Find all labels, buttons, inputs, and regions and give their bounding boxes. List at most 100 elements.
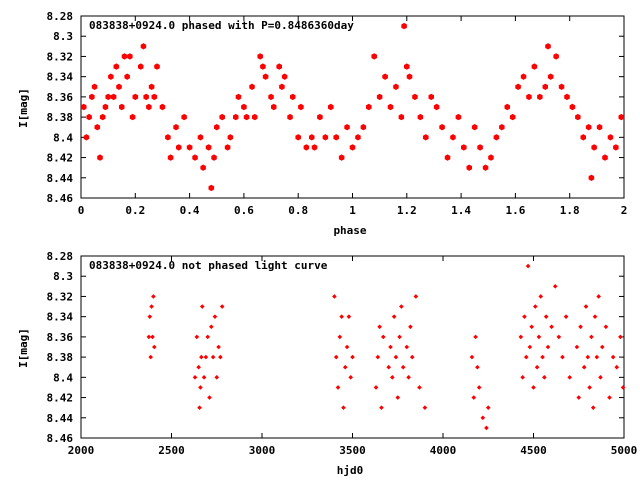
x-tick-label: 3000	[249, 444, 276, 457]
data-point	[339, 314, 344, 319]
x-tick-label: 0.2	[125, 204, 145, 217]
data-point	[181, 113, 187, 121]
data-point	[140, 43, 147, 50]
data-point	[151, 93, 158, 101]
data-point	[569, 103, 576, 111]
data-point	[147, 314, 153, 319]
data-point	[376, 93, 383, 101]
x-tick-label: 1	[349, 204, 356, 217]
data-point	[598, 375, 603, 380]
data-point	[534, 364, 540, 370]
data-point	[199, 304, 205, 309]
data-point	[216, 344, 221, 350]
data-point	[235, 93, 242, 101]
y-tick-label: 8.32	[47, 50, 74, 63]
data-point	[602, 154, 608, 161]
data-point	[214, 375, 220, 380]
data-point	[241, 103, 247, 111]
data-point	[518, 334, 524, 340]
data-point	[422, 405, 428, 410]
data-point	[423, 134, 429, 141]
unphased-plot-ylabel: I[mag]	[17, 328, 30, 368]
data-point	[200, 164, 206, 171]
data-point	[309, 134, 315, 141]
x-tick-label: 0.4	[180, 204, 200, 217]
data-point	[207, 395, 212, 400]
data-point	[373, 385, 379, 390]
data-point	[342, 364, 348, 370]
data-point	[227, 134, 234, 141]
data-point	[377, 324, 382, 330]
data-point	[80, 103, 87, 111]
y-tick-label: 8.36	[47, 331, 74, 344]
data-point	[113, 63, 120, 70]
data-point	[397, 334, 402, 340]
data-point	[482, 164, 489, 171]
data-point	[581, 364, 587, 370]
data-point	[129, 113, 136, 121]
data-point	[322, 134, 329, 141]
data-point	[281, 73, 288, 80]
data-point	[399, 304, 404, 309]
data-point	[192, 375, 198, 380]
unphased-plot-title: 083838+0924.0 not phased light curve	[89, 259, 328, 272]
data-point	[219, 304, 225, 309]
data-point	[533, 304, 538, 309]
data-point	[91, 83, 98, 90]
data-point	[165, 134, 171, 141]
data-point	[537, 93, 543, 101]
data-point	[214, 124, 220, 131]
data-point	[99, 113, 106, 121]
data-point	[94, 124, 101, 131]
data-point	[196, 364, 201, 370]
data-point	[526, 93, 532, 101]
data-point	[433, 103, 440, 111]
data-point	[567, 375, 572, 380]
x-tick-label: 2500	[158, 444, 185, 457]
data-point	[186, 144, 193, 151]
data-point	[390, 375, 395, 380]
data-point	[607, 395, 612, 400]
data-point	[167, 154, 174, 161]
data-point	[450, 134, 456, 141]
data-point	[233, 113, 239, 121]
data-point	[124, 73, 130, 80]
data-point	[592, 314, 598, 319]
data-point	[337, 334, 343, 340]
data-point	[208, 184, 215, 192]
data-point	[271, 103, 277, 111]
y-tick-label: 8.4	[53, 371, 73, 384]
data-point	[393, 354, 399, 360]
data-point	[576, 395, 582, 400]
data-point	[475, 364, 480, 370]
data-point	[350, 354, 355, 360]
y-tick-label: 8.46	[47, 192, 74, 205]
y-tick-label: 8.34	[47, 71, 74, 84]
data-point	[110, 93, 117, 101]
data-point	[388, 344, 393, 350]
data-point	[558, 83, 565, 90]
data-point	[349, 144, 356, 151]
data-point	[515, 83, 521, 90]
data-point	[461, 144, 467, 151]
x-tick-label: 1.4	[451, 204, 471, 217]
data-point	[476, 385, 482, 390]
data-point	[589, 334, 594, 340]
data-point	[585, 354, 591, 360]
data-point	[375, 354, 381, 360]
data-point	[89, 93, 95, 101]
data-point	[560, 354, 565, 360]
data-point	[542, 83, 548, 90]
data-point	[406, 73, 413, 80]
data-point	[525, 263, 531, 269]
phased-plot-panel: 083838+0924.0 phased with P=0.8486360day…	[17, 10, 627, 237]
data-point	[143, 93, 149, 101]
phased-plot-title: 083838+0924.0 phased with P=0.8486360day	[89, 19, 354, 32]
data-point	[386, 364, 391, 370]
data-point	[150, 334, 155, 340]
data-point	[607, 134, 614, 141]
data-point	[332, 294, 337, 299]
data-point	[428, 93, 434, 101]
data-point	[574, 344, 580, 350]
